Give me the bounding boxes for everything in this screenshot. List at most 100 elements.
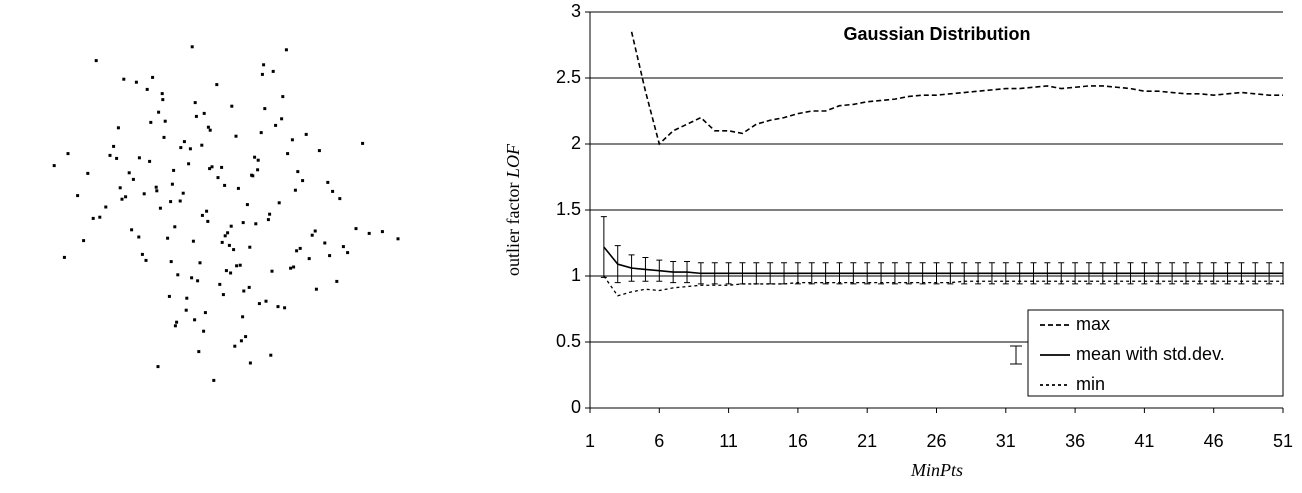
y-tick-label: 0.5: [556, 331, 581, 351]
error-bar: [822, 262, 829, 285]
point: [145, 87, 149, 91]
point: [216, 176, 220, 180]
point: [52, 164, 56, 168]
error-bar: [919, 262, 926, 285]
point: [289, 266, 293, 270]
point: [361, 141, 365, 145]
point: [223, 234, 227, 238]
point: [178, 199, 182, 203]
point: [172, 168, 176, 172]
point: [108, 153, 112, 157]
y-axis-label-emphasis: LOF: [503, 143, 523, 179]
point: [263, 107, 267, 111]
x-tick-label: 31: [996, 431, 1016, 451]
point: [245, 203, 249, 207]
point: [227, 243, 231, 247]
point: [173, 324, 177, 328]
point: [269, 353, 273, 357]
point: [264, 299, 268, 303]
y-tick-label: 1.5: [556, 199, 581, 219]
error-bar: [642, 257, 649, 282]
point: [250, 173, 254, 177]
point: [234, 134, 238, 138]
legend-label: min: [1076, 374, 1105, 394]
point: [163, 119, 167, 123]
error-bar: [1113, 262, 1120, 285]
point: [205, 209, 209, 213]
point: [188, 147, 192, 151]
point: [253, 155, 257, 159]
point: [66, 152, 70, 156]
point: [124, 195, 128, 199]
point: [290, 138, 294, 142]
point: [154, 185, 158, 189]
point: [354, 227, 358, 231]
point: [271, 69, 275, 73]
point: [230, 104, 234, 108]
point: [210, 165, 214, 169]
chart-title: Gaussian Distribution: [843, 24, 1030, 44]
point: [191, 239, 195, 243]
error-bar: [1016, 262, 1023, 285]
error-bar: [684, 260, 691, 284]
point: [197, 350, 201, 354]
point: [317, 149, 321, 153]
point: [268, 212, 272, 216]
point: [94, 59, 98, 63]
point: [280, 117, 284, 121]
point: [131, 177, 135, 181]
x-tick-label: 11: [719, 431, 738, 451]
point: [202, 111, 206, 115]
error-bar: [670, 260, 677, 284]
point: [176, 273, 180, 277]
point: [328, 254, 332, 258]
point: [169, 200, 173, 204]
point: [220, 240, 224, 244]
point: [270, 269, 274, 273]
point: [239, 339, 243, 343]
error-bar: [1044, 262, 1051, 285]
x-tick-label: 41: [1134, 431, 1154, 451]
point: [367, 231, 371, 235]
point: [314, 287, 318, 291]
error-bar: [1196, 262, 1203, 285]
point: [257, 302, 261, 306]
point: [200, 213, 204, 217]
error-bar: [1155, 262, 1162, 285]
error-bar: [1280, 262, 1284, 285]
point: [208, 128, 212, 132]
point: [182, 140, 186, 144]
point: [162, 135, 166, 139]
point: [226, 231, 230, 235]
point: [247, 285, 251, 289]
point: [256, 158, 260, 162]
error-bar: [1266, 262, 1273, 285]
x-tick-label: 46: [1204, 431, 1224, 451]
point: [160, 92, 164, 96]
point: [232, 248, 236, 252]
point: [200, 143, 204, 147]
point: [82, 239, 86, 243]
point: [196, 279, 200, 283]
point: [203, 311, 207, 315]
point: [140, 252, 144, 256]
error-bar: [1169, 262, 1176, 285]
point: [148, 159, 152, 163]
point: [235, 264, 239, 268]
error-bar: [711, 262, 718, 285]
point: [224, 269, 228, 273]
point: [104, 205, 108, 209]
error-bar: [988, 262, 995, 285]
point: [116, 126, 120, 130]
error-bar: [1099, 262, 1106, 285]
point: [155, 189, 159, 193]
point: [91, 216, 95, 220]
point: [194, 114, 198, 118]
plot-series: [600, 31, 1284, 297]
point: [248, 361, 252, 365]
point: [184, 308, 188, 312]
point: [323, 241, 327, 245]
point: [179, 146, 183, 150]
point: [220, 165, 224, 169]
point: [341, 245, 345, 249]
